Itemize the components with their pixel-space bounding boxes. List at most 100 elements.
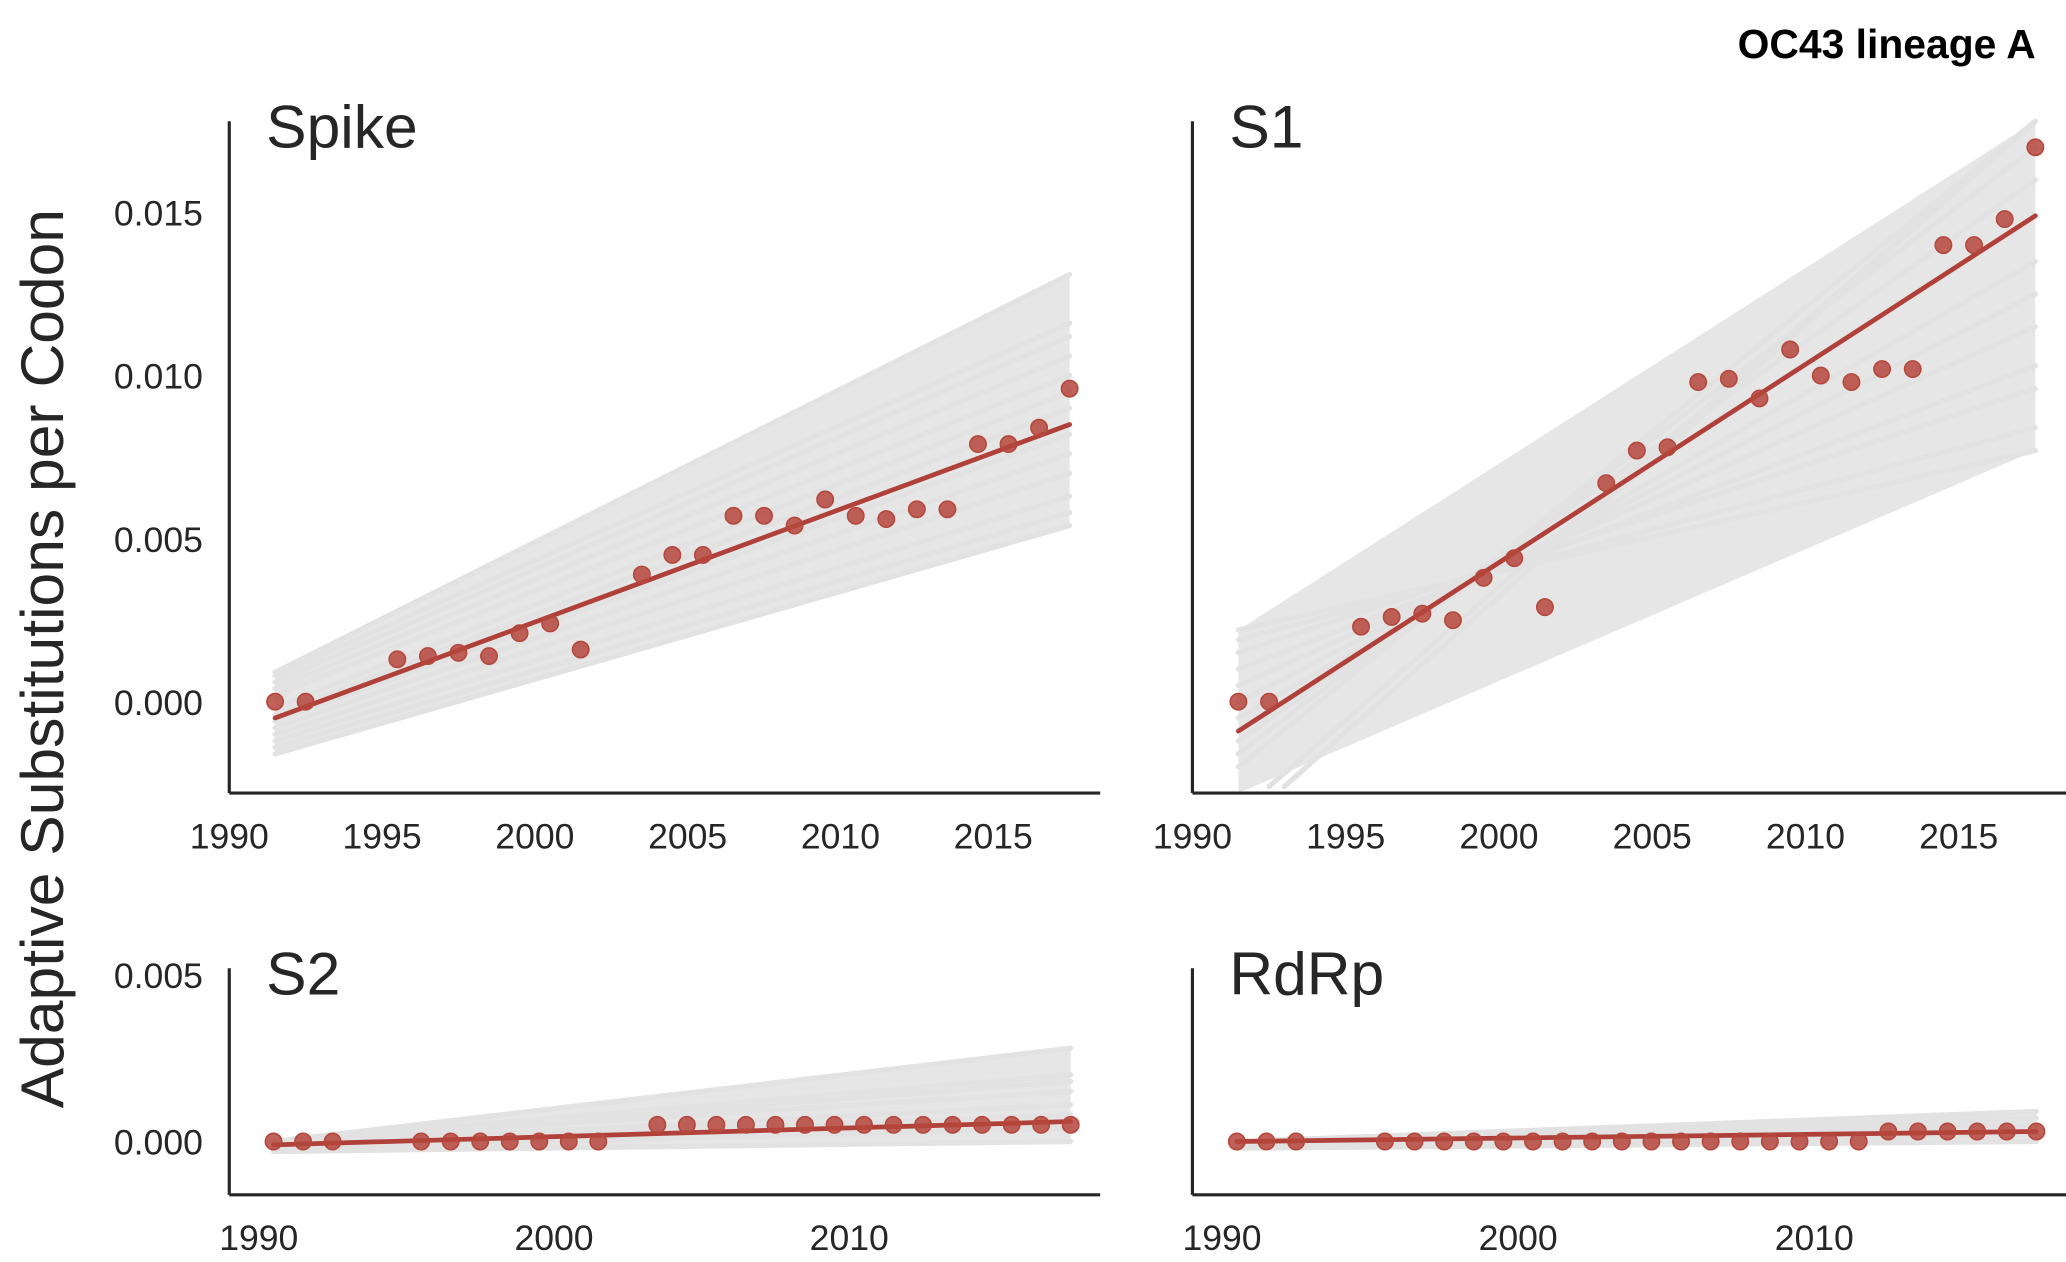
data-point xyxy=(846,506,865,525)
bootstrap-line xyxy=(272,509,1073,751)
data-point xyxy=(1701,1132,1720,1151)
data-point xyxy=(1790,1132,1809,1151)
bootstrap-line xyxy=(272,470,1073,737)
x-tick-label: 2010 xyxy=(810,1218,889,1258)
x-tick-label: 1990 xyxy=(190,816,269,856)
bootstrap-line xyxy=(1235,363,2038,672)
data-point xyxy=(264,1132,283,1151)
data-point xyxy=(736,1115,755,1134)
data-point xyxy=(500,1132,519,1151)
data-point xyxy=(589,1132,608,1151)
data-point xyxy=(1642,1132,1661,1151)
bootstrap-line xyxy=(1234,1138,2040,1151)
bootstrap-line xyxy=(272,320,1073,679)
regression-line xyxy=(1234,1129,2039,1144)
data-point xyxy=(1494,1132,1513,1151)
x-tick-label: 2005 xyxy=(1613,816,1692,856)
panel-rdrp: 1990 2000 2010 RdRp xyxy=(1182,940,2066,1258)
x-tick-label: 1995 xyxy=(342,816,421,856)
panel-title: S1 xyxy=(1229,93,1303,161)
data-point xyxy=(648,1115,667,1134)
bootstrap-line xyxy=(270,1088,1074,1145)
data-point xyxy=(388,650,407,669)
bootstrap-line xyxy=(272,431,1073,724)
data-point xyxy=(412,1132,431,1151)
data-point xyxy=(266,692,285,711)
data-point xyxy=(1382,607,1401,626)
x-tick-label: 2010 xyxy=(801,816,880,856)
data-point xyxy=(755,506,774,525)
data-point xyxy=(1938,1122,1957,1141)
panel-title: RdRp xyxy=(1229,940,1384,1008)
data-point xyxy=(1842,373,1861,392)
data-point xyxy=(1464,1132,1483,1151)
bootstrap-line xyxy=(1281,118,2038,790)
data-point xyxy=(1030,418,1049,437)
panel-title: Spike xyxy=(266,93,418,161)
data-point xyxy=(1229,692,1248,711)
y-tick-label: 0.000 xyxy=(114,683,203,723)
data-point xyxy=(1750,389,1769,408)
regression-line xyxy=(271,1119,1074,1148)
bootstrap-line xyxy=(272,493,1073,744)
data-point xyxy=(663,545,682,564)
bootstrap-line xyxy=(272,333,1073,685)
data-point xyxy=(1405,1132,1424,1151)
figure-suptitle: OC43 lineage A xyxy=(1738,21,2036,67)
data-point xyxy=(1689,373,1708,392)
data-point xyxy=(1849,1132,1868,1151)
data-point xyxy=(418,647,437,666)
x-tick-label: 2010 xyxy=(1775,1218,1854,1258)
y-tick-label: 0.005 xyxy=(114,520,203,560)
bootstrap-envelope xyxy=(275,274,1070,754)
data-point xyxy=(907,500,926,519)
data-point xyxy=(1612,1132,1631,1151)
data-point xyxy=(1474,568,1493,587)
y-tick-label: 0.015 xyxy=(114,194,203,234)
x-tick-label: 1995 xyxy=(1306,816,1385,856)
bootstrap-line xyxy=(270,1138,1074,1155)
data-point xyxy=(724,506,743,525)
data-point xyxy=(294,1132,313,1151)
data-point xyxy=(973,1115,992,1134)
data-point xyxy=(1873,360,1892,379)
data-point xyxy=(785,516,804,535)
data-point xyxy=(1658,438,1677,457)
data-point xyxy=(693,545,712,564)
data-point xyxy=(571,640,590,659)
data-point xyxy=(1879,1122,1898,1141)
data-point xyxy=(1781,340,1800,359)
data-point xyxy=(1444,611,1462,630)
data-point xyxy=(471,1132,490,1151)
x-tick-label: 1990 xyxy=(219,1218,298,1258)
data-point xyxy=(1731,1132,1750,1151)
data-point xyxy=(1032,1115,1051,1134)
x-tick-label: 2000 xyxy=(1459,816,1538,856)
regression-line xyxy=(272,422,1073,721)
data-point xyxy=(1060,379,1079,398)
y-tick-label: 0.000 xyxy=(114,1123,203,1163)
data-point xyxy=(796,1115,814,1134)
x-tick-label: 2015 xyxy=(1919,816,1998,856)
bootstrap-line xyxy=(270,1125,1074,1151)
data-point xyxy=(1583,1132,1602,1151)
bootstrap-line xyxy=(1235,258,2038,721)
panel-spike: 1990 1995 2000 2005 2010 2015 0.000 0.005 0.010 0… xyxy=(114,93,1101,856)
data-point xyxy=(441,1132,460,1151)
bootstrap-line xyxy=(272,353,1073,692)
data-point xyxy=(1934,236,1953,255)
data-point xyxy=(323,1132,342,1151)
bootstrap-line xyxy=(1235,324,2038,689)
data-point xyxy=(914,1115,933,1134)
data-point xyxy=(1553,1132,1572,1151)
data-point xyxy=(1811,366,1830,385)
data-point xyxy=(1524,1132,1542,1151)
x-tick-label: 2000 xyxy=(495,816,574,856)
data-point xyxy=(632,565,651,584)
bootstrap-line xyxy=(270,1045,1074,1145)
regression-line xyxy=(1236,213,2038,734)
data-point xyxy=(1413,604,1432,623)
data-point xyxy=(999,435,1018,454)
bootstrap-line xyxy=(272,372,1073,698)
data-point xyxy=(296,692,315,711)
